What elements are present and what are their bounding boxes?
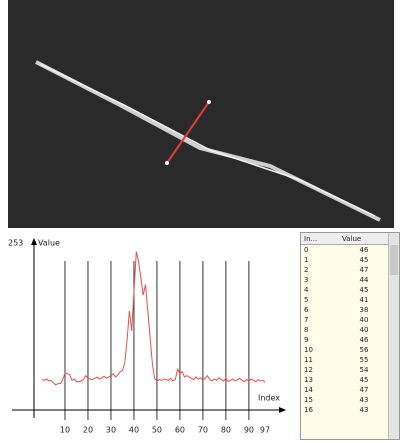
x-tick-label: 70	[198, 426, 208, 435]
table-row[interactable]: 4 45	[301, 285, 389, 295]
table-cell: 40	[359, 316, 369, 324]
table-cell: 38	[359, 306, 369, 314]
table-row[interactable]: 11 55	[301, 355, 389, 365]
table-row[interactable]: 1 45	[301, 255, 389, 265]
header: Value	[339, 233, 389, 245]
table-cell: 45	[359, 256, 369, 264]
table-row[interactable]: 0 46	[301, 245, 389, 256]
table-cell: 1	[304, 256, 309, 264]
table-cell: 5	[304, 296, 309, 304]
table: In... Value 0 46 1 45 2 47 3 44 4 45 5 41 6 38 7 40 8 40 9…	[301, 233, 389, 415]
table-cell: 15	[304, 396, 313, 404]
table-row[interactable]: 15 43	[301, 395, 389, 405]
table-row[interactable]: 16 43	[301, 405, 389, 415]
table-cell: 14	[304, 386, 313, 394]
x-tick-label: 90	[244, 426, 254, 435]
table-row[interactable]: 5 41	[301, 295, 389, 305]
table-cell: 43	[359, 406, 369, 414]
header: In...	[301, 233, 339, 245]
table-cell: 43	[359, 396, 369, 404]
table-cell: 54	[359, 366, 369, 374]
table-cell: 7	[304, 316, 309, 324]
table-row[interactable]: 9 46	[301, 335, 389, 345]
table-row[interactable]: 12 54	[301, 365, 389, 375]
table-cell: 9	[304, 336, 309, 344]
x-tick-label: 20	[83, 426, 93, 435]
table-cell: 11	[304, 356, 313, 364]
value-table: In... Value 0 46 1 45 2 47 3 44 4 45 5 41 6 38 7 40 8 40 9…	[300, 232, 400, 440]
table-cell: 6	[304, 306, 309, 314]
scroll-thumb[interactable]	[390, 245, 398, 275]
table-cell: 0	[304, 246, 309, 254]
table-row[interactable]: 3 44	[301, 275, 389, 285]
fibre-highlight	[39, 63, 376, 217]
table-row[interactable]: 8 40	[301, 325, 389, 335]
x-tick-label: 60	[175, 426, 185, 435]
table-cell: 46	[359, 336, 369, 344]
x-tick-label: 40	[129, 426, 139, 435]
x-tick-label: 10	[60, 426, 70, 435]
table-cell: 46	[359, 246, 369, 254]
table-row[interactable]: 10 56	[301, 345, 389, 355]
table-row[interactable]: 6 38	[301, 305, 389, 315]
table-cell: 13	[304, 376, 313, 384]
table-cell: 45	[359, 286, 369, 294]
table-cell: 10	[304, 346, 313, 354]
x-tick-label: 97	[260, 426, 270, 435]
table-row[interactable]: 2 47	[301, 265, 389, 275]
table-cell: 16	[304, 406, 313, 414]
x-tick-label: 30	[106, 426, 116, 435]
profile-line	[41, 251, 266, 386]
table-cell: 47	[359, 386, 369, 394]
table-cell: 3	[304, 276, 309, 284]
table-cell: 55	[359, 356, 369, 364]
profile-chart: Value Index 253 10 20 30 40 50 60 70 80 90 97	[8, 238, 286, 435]
table-cell: 8	[304, 326, 309, 334]
table-cell: 4	[304, 286, 309, 294]
table-row[interactable]: 14 47	[301, 385, 389, 395]
y-axis-arrow	[31, 238, 37, 245]
table-cell: 44	[359, 276, 369, 284]
y-tick-label: 253	[8, 239, 23, 248]
table-cell: 56	[359, 346, 369, 354]
x-tick-label: 80	[221, 426, 231, 435]
x-axis-label: Index	[258, 394, 280, 403]
table-cell: 47	[359, 266, 369, 274]
x-tick-label: 50	[152, 426, 162, 435]
table-cell: 41	[359, 296, 369, 304]
profile-end	[165, 161, 169, 165]
scrollbar[interactable]	[388, 233, 399, 439]
table-cell: 40	[359, 326, 369, 334]
table-row[interactable]: 7 40	[301, 315, 389, 325]
y-axis-label: Value	[38, 239, 60, 248]
table-cell: 45	[359, 376, 369, 384]
table-cell: 12	[304, 366, 313, 374]
profile-end	[207, 100, 211, 104]
table-cell: 2	[304, 266, 309, 274]
microscope-image	[8, 0, 394, 228]
x-axis-arrow	[279, 407, 286, 413]
table-row[interactable]: 13 45	[301, 375, 389, 385]
profile-line	[166, 101, 210, 164]
